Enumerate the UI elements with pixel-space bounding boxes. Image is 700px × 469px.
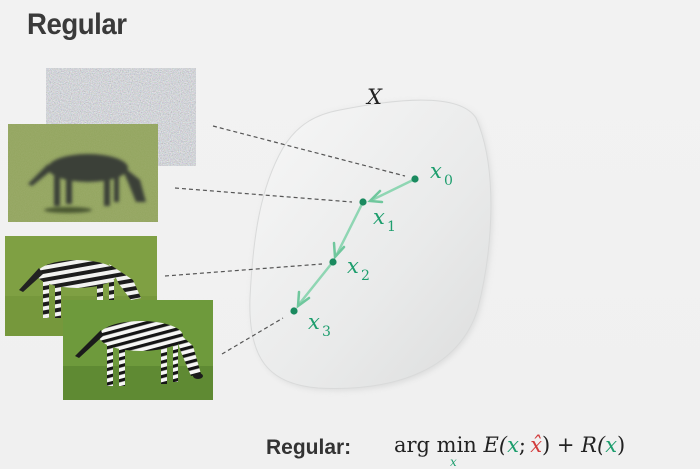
point-x3 xyxy=(290,307,298,315)
svg-text:0: 0 xyxy=(444,173,453,189)
point-x0 xyxy=(411,175,419,183)
label-x3: x 3 xyxy=(308,310,331,340)
label-x1: x 1 xyxy=(373,205,396,235)
connector-x3 xyxy=(221,317,284,355)
point-x1 xyxy=(359,198,367,206)
page-title: Regular xyxy=(27,8,127,41)
separator: ; xyxy=(518,433,526,457)
label-x0: x 0 xyxy=(430,159,453,189)
objective-label: Regular: xyxy=(266,436,352,459)
svg-text:x: x xyxy=(347,254,359,278)
svg-text:1: 1 xyxy=(387,219,396,235)
blurry-zebra-image xyxy=(8,124,158,222)
svg-text:2: 2 xyxy=(361,268,370,284)
connector-x2 xyxy=(164,263,323,277)
var-x: x xyxy=(507,433,519,457)
svg-text:x: x xyxy=(430,159,442,183)
path-arrow-0 xyxy=(367,178,415,204)
space-label: X xyxy=(365,85,383,109)
manifold-blob xyxy=(249,99,492,389)
regularizer-term: + R( xyxy=(550,433,606,457)
svg-text:x: x xyxy=(308,310,320,334)
path-arrow-2 xyxy=(296,261,334,309)
connector-x1 xyxy=(174,187,353,203)
path-arrow-1 xyxy=(332,202,364,261)
clean-zebra-image xyxy=(63,300,213,400)
objective-formula: arg min x E(x; x̂) + R(x) xyxy=(394,433,626,469)
var-x-2: x xyxy=(605,433,618,457)
svg-text:3: 3 xyxy=(322,324,331,340)
point-x2 xyxy=(329,258,337,266)
close-paren: ) xyxy=(542,433,551,457)
end-paren: ) xyxy=(617,433,626,457)
svg-text:x: x xyxy=(373,205,385,229)
var-xhat: x̂ xyxy=(530,433,543,457)
argmin-operator: arg min xyxy=(394,433,477,457)
energy-term: E( xyxy=(483,433,508,457)
argmin-subscript: x xyxy=(450,455,457,469)
label-x2: x 2 xyxy=(347,254,370,284)
connector-x0 xyxy=(212,125,406,177)
